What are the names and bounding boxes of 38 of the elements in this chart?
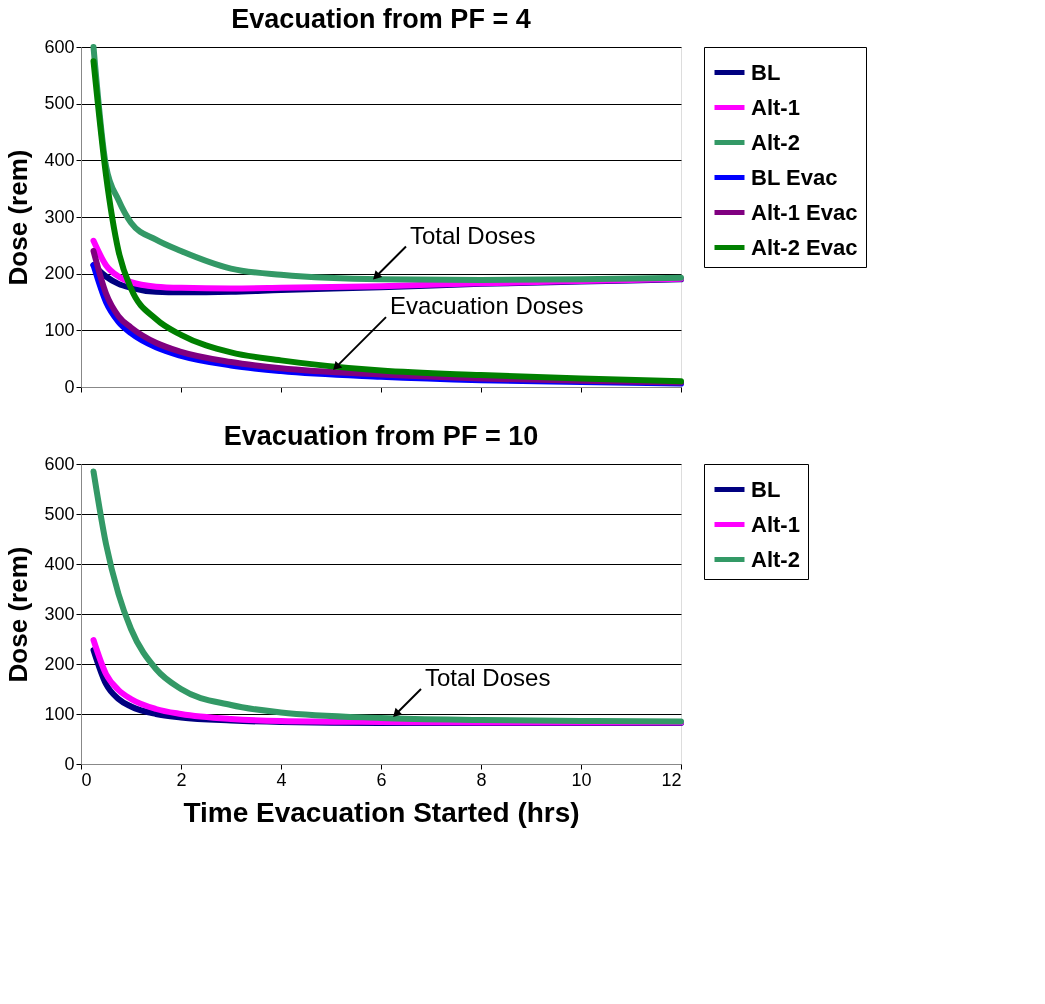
x-tick-label: 0	[81, 769, 92, 790]
y-tick-label: 100	[44, 319, 75, 340]
legend-label: Alt-1 Evac	[751, 199, 858, 225]
x-tick-label: 10	[571, 769, 592, 790]
chart-title: Evacuation from PF = 10	[223, 421, 539, 451]
legend-label: Alt-2 Evac	[751, 234, 858, 260]
x-tick-label: 6	[376, 769, 387, 790]
y-tick-label: 500	[44, 93, 75, 114]
chart-title: Evacuation from PF = 4	[231, 4, 531, 34]
y-axis-title: Dose (rem)	[3, 149, 34, 286]
legend-label: BL Evac	[751, 164, 838, 190]
y-tick-label: 300	[44, 603, 75, 624]
y-tick-label: 100	[44, 703, 75, 724]
legend-label: Alt-2	[751, 129, 800, 155]
legend-label: BL	[751, 476, 781, 502]
y-tick-label: 400	[44, 149, 75, 170]
y-tick-label: 400	[44, 553, 75, 574]
annotation: Evacuation Doses	[390, 292, 584, 320]
x-tick-label: 8	[476, 769, 487, 790]
legend-label: Alt-1	[751, 94, 800, 120]
x-tick-label: 12	[661, 769, 682, 790]
legend-label: BL	[751, 59, 781, 85]
y-tick-label: 0	[64, 753, 75, 774]
legend-label: Alt-2	[751, 546, 800, 572]
y-tick-label: 500	[44, 503, 75, 524]
x-tick-label: 2	[176, 769, 187, 790]
annotation: Total Doses	[425, 664, 551, 691]
y-tick-label: 300	[44, 206, 75, 227]
x-tick-label: 4	[276, 769, 287, 790]
x-axis-title: Time Evacuation Started (hrs)	[183, 796, 580, 828]
legend-label: Alt-1	[751, 511, 800, 537]
annotation: Total Doses	[410, 221, 536, 249]
y-tick-label: 200	[44, 653, 75, 674]
y-tick-label: 200	[44, 263, 75, 284]
y-axis-title: Dose (rem)	[3, 546, 34, 683]
y-tick-label: 600	[44, 36, 75, 57]
y-tick-label: 0	[64, 376, 75, 397]
y-tick-label: 600	[44, 453, 75, 474]
